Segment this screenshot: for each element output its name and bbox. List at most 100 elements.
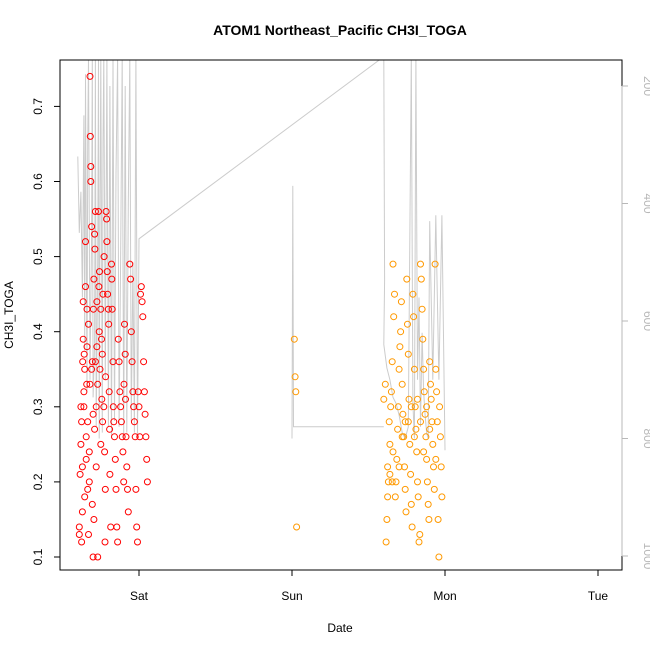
data-point: [423, 478, 431, 486]
data-point: [131, 433, 139, 441]
data-point: [137, 290, 144, 298]
data-point: [97, 440, 105, 448]
data-point: [401, 463, 408, 471]
data-point: [437, 463, 445, 471]
data-point: [85, 531, 92, 538]
data-point: [383, 516, 391, 523]
data-point: [135, 403, 143, 411]
data-point: [381, 380, 389, 388]
data-point: [76, 470, 84, 478]
data-point: [124, 485, 131, 493]
data-point: [414, 395, 421, 403]
data-point: [75, 523, 83, 531]
data-point: [117, 403, 125, 411]
data-point: [88, 500, 96, 508]
data-point: [81, 493, 89, 501]
data-point: [430, 463, 437, 471]
data-point: [98, 395, 106, 403]
data-point: [103, 268, 111, 276]
y-axis-label: CH3I_TOGA: [2, 281, 16, 349]
data-point: [108, 260, 115, 268]
data-point: [436, 403, 444, 411]
data-point: [423, 403, 431, 411]
data-point: [103, 238, 111, 246]
data-point: [106, 425, 114, 433]
data-point: [425, 516, 433, 523]
data-point: [143, 478, 151, 486]
data-point: [399, 410, 407, 418]
data-point: [80, 388, 88, 396]
data-point: [120, 478, 128, 486]
data-point: [384, 463, 392, 471]
data-point: [77, 440, 85, 448]
x-tick-label: Sun: [281, 589, 302, 603]
data-point: [416, 531, 424, 538]
data-point: [127, 328, 135, 336]
data-point: [84, 418, 92, 426]
y-tick-label: 0.7: [31, 98, 45, 115]
right-tick-label: 600: [641, 311, 650, 331]
data-point: [406, 440, 414, 448]
data-point: [410, 313, 418, 321]
data-point: [389, 448, 397, 456]
data-point: [430, 485, 438, 493]
data-point: [100, 253, 108, 261]
data-point: [395, 365, 403, 373]
data-point: [433, 388, 441, 396]
data-point: [401, 418, 409, 426]
data-point: [80, 350, 88, 358]
data-point: [116, 388, 124, 396]
data-point: [438, 493, 446, 501]
data-point: [395, 463, 403, 471]
data-point: [99, 418, 107, 426]
y-tick-label: 0.1: [31, 548, 45, 565]
data-point: [128, 358, 136, 366]
data-point: [407, 470, 415, 478]
data-point: [83, 343, 91, 351]
data-point: [414, 478, 421, 486]
data-point: [386, 440, 394, 448]
data-point: [134, 538, 141, 546]
data-point: [114, 335, 122, 343]
plot-frame: [59, 59, 623, 571]
data-point: [104, 290, 112, 298]
data-point: [387, 403, 395, 411]
data-point: [109, 403, 117, 411]
data-point: [104, 305, 112, 313]
data-point: [411, 403, 419, 411]
data-point: [86, 132, 94, 140]
data-point: [429, 440, 437, 448]
data-point: [87, 178, 95, 185]
data-point: [407, 403, 415, 411]
data-point: [91, 208, 99, 215]
data-point: [106, 470, 114, 478]
data-point: [90, 275, 98, 283]
y-tick-label: 0.6: [31, 173, 45, 190]
data-point: [93, 343, 101, 351]
data-point: [385, 418, 393, 426]
data-point: [91, 230, 99, 238]
scatter-points-layer: [75, 72, 446, 561]
y-tick-label: 0.4: [31, 323, 45, 340]
data-point: [394, 425, 402, 433]
data-point: [404, 350, 412, 358]
data-point: [99, 290, 107, 298]
data-point: [123, 463, 131, 471]
data-point: [87, 163, 95, 170]
data-point: [394, 403, 402, 411]
data-point: [409, 290, 417, 298]
data-point: [387, 388, 395, 396]
data-point: [426, 425, 434, 433]
data-point: [133, 523, 141, 531]
data-point: [88, 223, 96, 231]
data-point: [380, 395, 388, 403]
data-point: [293, 523, 301, 531]
data-point: [142, 433, 150, 441]
data-point: [434, 516, 442, 523]
data-point: [101, 448, 109, 456]
data-point: [90, 516, 98, 523]
data-point: [292, 388, 300, 396]
data-point: [108, 275, 116, 283]
data-point: [401, 485, 409, 493]
data-point: [398, 433, 406, 441]
